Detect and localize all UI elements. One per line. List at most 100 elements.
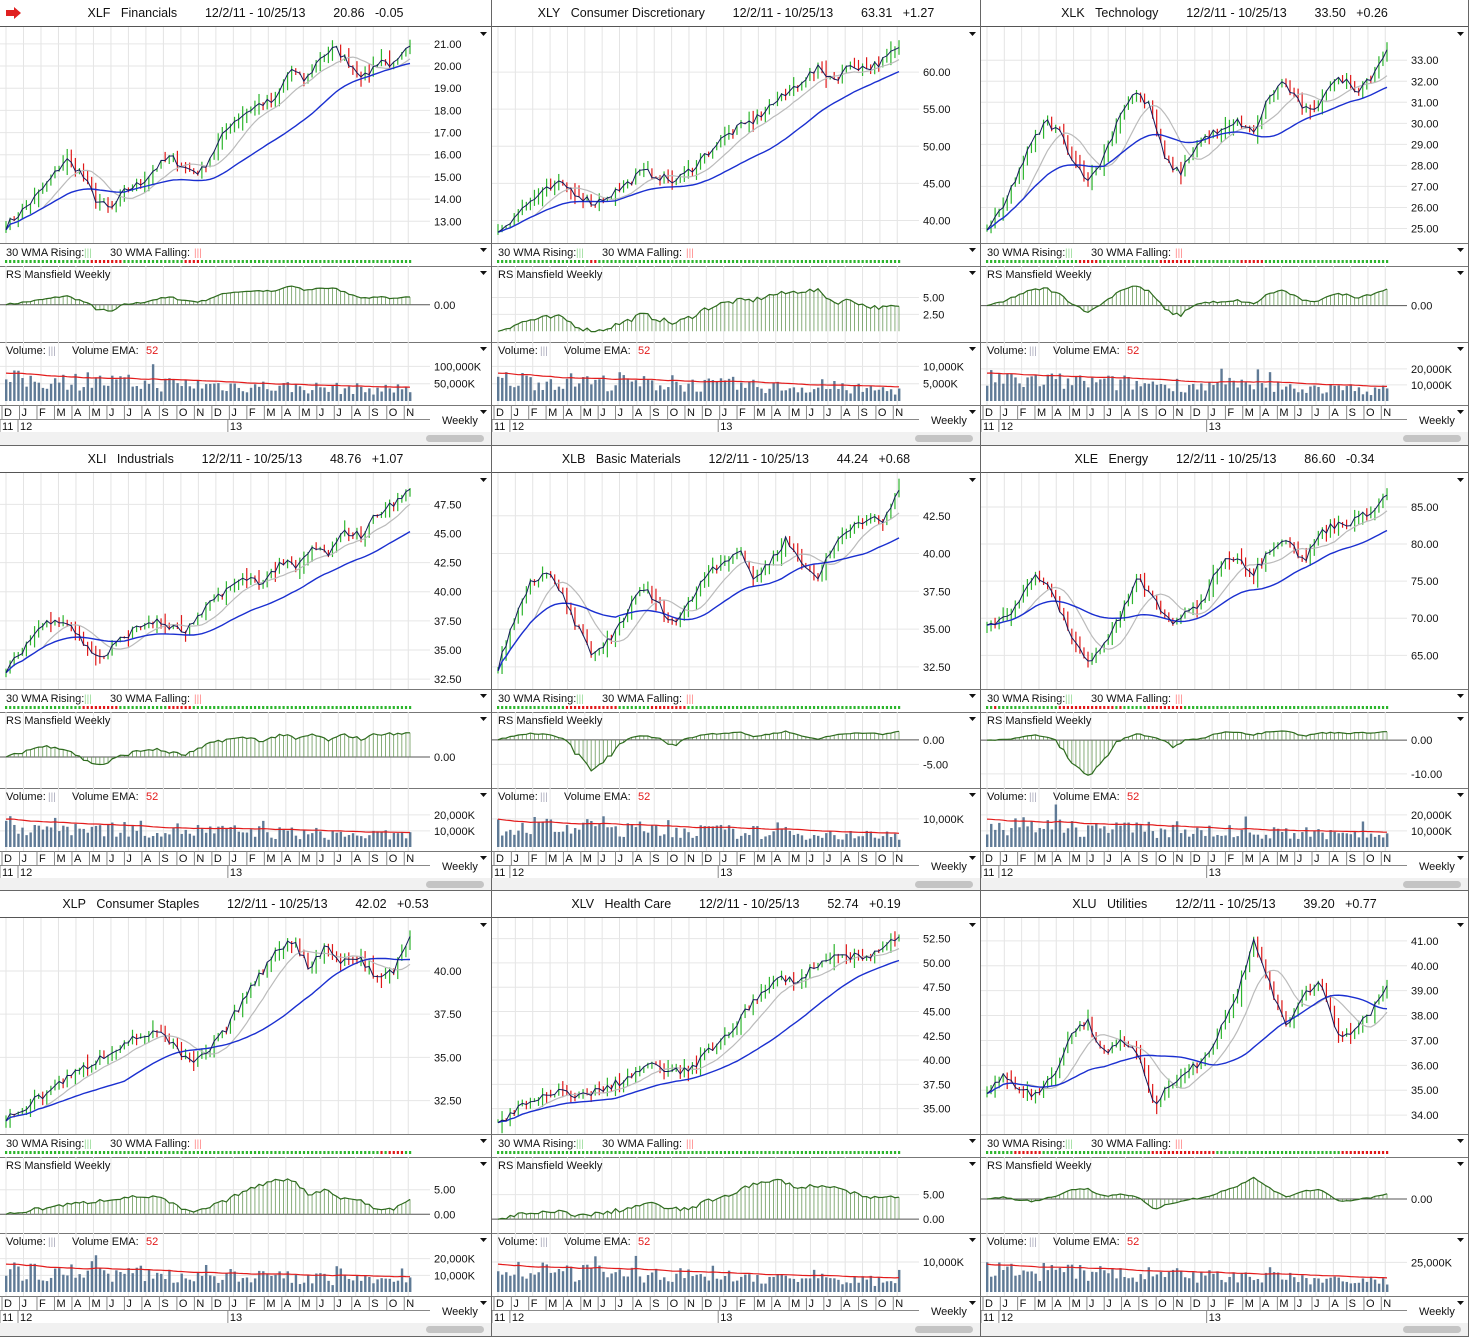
scrollbar-track[interactable]	[492, 878, 981, 891]
dropdown-arrow-icon[interactable]	[969, 1139, 976, 1143]
scrollbar-track[interactable]	[492, 1323, 981, 1337]
chart-panel-xly[interactable]: XLY Consumer Discretionary 12/2/11 - 10/…	[492, 0, 981, 446]
chart-panel-xle[interactable]: XLE Energy 12/2/11 - 10/25/13 86.60 -0.3…	[981, 446, 1469, 891]
dropdown-arrow-icon[interactable]	[480, 32, 487, 36]
volume-bar	[1123, 375, 1126, 401]
dropdown-arrow-icon[interactable]	[1457, 694, 1464, 698]
dropdown-arrow-icon[interactable]	[1457, 923, 1464, 927]
dropdown-arrow-icon[interactable]	[1457, 1238, 1464, 1242]
scrollbar-track[interactable]	[0, 878, 492, 891]
dropdown-arrow-icon[interactable]	[480, 410, 487, 414]
scrollbar-track[interactable]	[0, 1323, 492, 1337]
scrollbar-thumb[interactable]	[915, 1326, 973, 1333]
volume-bar	[893, 833, 897, 847]
dropdown-arrow-icon[interactable]	[969, 410, 976, 414]
dropdown-arrow-icon[interactable]	[480, 1139, 487, 1143]
red-arrow-icon[interactable]	[6, 6, 22, 19]
dropdown-arrow-icon[interactable]	[1457, 271, 1464, 275]
period-selector[interactable]: Weekly	[931, 415, 967, 427]
scrollbar-track[interactable]	[492, 432, 981, 446]
scrollbar-thumb[interactable]	[426, 435, 484, 442]
dropdown-arrow-icon[interactable]	[1457, 248, 1464, 252]
dropdown-arrow-icon[interactable]	[969, 923, 976, 927]
dropdown-arrow-icon[interactable]	[1457, 793, 1464, 797]
dropdown-arrow-icon[interactable]	[969, 856, 976, 860]
scrollbar-track[interactable]	[981, 432, 1469, 446]
chart-canvas[interactable]: D J F M A M J J A S O N D J F M A M J J A S O N11 12 1332.5035.00…	[0, 918, 492, 1337]
chart-canvas[interactable]: D J F M A M J J A S O N D J F M A M J J A S O N11 12 1335.0037.50…	[492, 918, 981, 1337]
dropdown-arrow-icon[interactable]	[969, 793, 976, 797]
chart-canvas[interactable]: D J F M A M J J A S O N D J F M A M J J A S O N11 12 1332.5035.00…	[0, 473, 492, 891]
chart-canvas[interactable]: D J F M A M J J A S O N D J F M A M J J A S O N11 12 1332.5035.00…	[492, 473, 981, 891]
dropdown-arrow-icon[interactable]	[480, 248, 487, 252]
volume-bar	[1220, 368, 1223, 401]
dropdown-arrow-icon[interactable]	[1457, 1139, 1464, 1143]
period-selector[interactable]: Weekly	[931, 1306, 967, 1318]
dropdown-arrow-icon[interactable]	[969, 1162, 976, 1166]
dropdown-arrow-icon[interactable]	[1457, 717, 1464, 721]
wma-trend-dot	[204, 1151, 208, 1154]
chart-panel-xlv[interactable]: XLV Health Care 12/2/11 - 10/25/13 52.74…	[492, 891, 981, 1337]
dropdown-arrow-icon[interactable]	[1457, 1162, 1464, 1166]
chart-panel-xlf[interactable]: XLF Financials 12/2/11 - 10/25/13 20.86 …	[0, 0, 492, 446]
dropdown-arrow-icon[interactable]	[480, 1238, 487, 1242]
chart-panel-xlu[interactable]: XLU Utilities 12/2/11 - 10/25/13 39.20 +…	[981, 891, 1469, 1337]
dropdown-arrow-icon[interactable]	[480, 347, 487, 351]
volume-bar	[1293, 833, 1296, 847]
dropdown-arrow-icon[interactable]	[1457, 478, 1464, 482]
volume-bar	[497, 1271, 500, 1292]
dropdown-arrow-icon[interactable]	[969, 1238, 976, 1242]
dropdown-arrow-icon[interactable]	[480, 271, 487, 275]
dropdown-arrow-icon[interactable]	[969, 32, 976, 36]
dropdown-arrow-icon[interactable]	[969, 248, 976, 252]
period-selector[interactable]: Weekly	[931, 861, 967, 873]
chart-canvas[interactable]: D J F M A M J J A S O N D J F M A M J J A S O N11 12 1325.0026.00…	[981, 27, 1469, 446]
dropdown-arrow-icon[interactable]	[480, 793, 487, 797]
dropdown-arrow-icon[interactable]	[480, 1301, 487, 1305]
chart-panel-xlk[interactable]: XLK Technology 12/2/11 - 10/25/13 33.50 …	[981, 0, 1469, 446]
scrollbar-thumb[interactable]	[1403, 435, 1461, 442]
period-selector[interactable]: Weekly	[442, 861, 478, 873]
dropdown-arrow-icon[interactable]	[1457, 1301, 1464, 1305]
scrollbar-track[interactable]	[0, 432, 492, 446]
period-selector[interactable]: Weekly	[442, 415, 478, 427]
dropdown-arrow-icon[interactable]	[969, 694, 976, 698]
dropdown-arrow-icon[interactable]	[969, 347, 976, 351]
chart-panel-xlb[interactable]: XLB Basic Materials 12/2/11 - 10/25/13 4…	[492, 446, 981, 891]
chart-canvas[interactable]: D J F M A M J J A S O N D J F M A M J J A S O N11 12 1340.0045.00…	[492, 27, 981, 446]
dropdown-arrow-icon[interactable]	[480, 1162, 487, 1166]
dropdown-arrow-icon[interactable]	[969, 478, 976, 482]
scrollbar-thumb[interactable]	[426, 881, 484, 888]
scrollbar-thumb[interactable]	[426, 1326, 484, 1333]
dropdown-arrow-icon[interactable]	[1457, 856, 1464, 860]
volume-bar	[409, 392, 412, 401]
dropdown-arrow-icon[interactable]	[969, 271, 976, 275]
dropdown-arrow-icon[interactable]	[480, 856, 487, 860]
volume-bar	[1074, 827, 1078, 847]
scrollbar-thumb[interactable]	[915, 881, 973, 888]
dropdown-arrow-icon[interactable]	[480, 478, 487, 482]
chart-canvas[interactable]: D J F M A M J J A S O N D J F M A M J J A S O N11 12 1334.0035.00…	[981, 918, 1469, 1337]
scrollbar-track[interactable]	[981, 878, 1469, 891]
wma-trend-dot	[618, 260, 621, 263]
dropdown-arrow-icon[interactable]	[480, 923, 487, 927]
dropdown-arrow-icon[interactable]	[1457, 32, 1464, 36]
dropdown-arrow-icon[interactable]	[480, 717, 487, 721]
dropdown-arrow-icon[interactable]	[480, 694, 487, 698]
dropdown-arrow-icon[interactable]	[1457, 347, 1464, 351]
chart-panel-xlp[interactable]: XLP Consumer Staples 12/2/11 - 10/25/13 …	[0, 891, 492, 1337]
period-selector[interactable]: Weekly	[442, 1306, 478, 1318]
dropdown-arrow-icon[interactable]	[969, 717, 976, 721]
scrollbar-thumb[interactable]	[915, 435, 973, 442]
chart-panel-xli[interactable]: XLI Industrials 12/2/11 - 10/25/13 48.76…	[0, 446, 492, 891]
wma-trend-dot	[155, 1151, 159, 1154]
chart-canvas[interactable]: D J F M A M J J A S O N D J F M A M J J A S O N11 12 1365.0070.00…	[981, 473, 1469, 891]
scrollbar-thumb[interactable]	[1403, 881, 1461, 888]
chart-canvas[interactable]: D J F M A M J J A S O N D J F M A M J J A S O N11 12 1313.0014.00…	[0, 27, 492, 446]
period-selector[interactable]: Weekly	[1419, 861, 1455, 873]
period-selector[interactable]: Weekly	[1419, 415, 1455, 427]
volume-bar	[1034, 375, 1037, 401]
dropdown-arrow-icon[interactable]	[1457, 410, 1464, 414]
wma-trend-dot	[123, 260, 126, 263]
dropdown-arrow-icon[interactable]	[969, 1301, 976, 1305]
